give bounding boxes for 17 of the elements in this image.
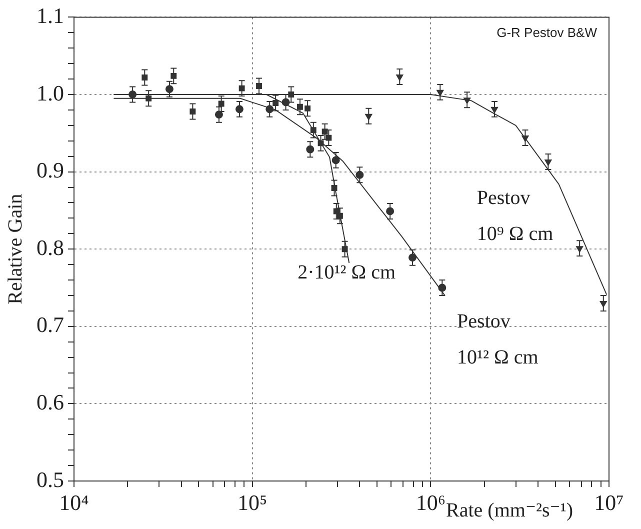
x-tick-label: 10⁶ bbox=[416, 490, 446, 515]
x-tick-label: 10⁴ bbox=[59, 490, 90, 515]
x-tick-label: 10⁵ bbox=[237, 490, 268, 515]
annotation: 2·10¹² Ω cm bbox=[298, 261, 396, 284]
y-tick-label: 1.1 bbox=[36, 2, 64, 28]
y-axis-title: Relative Gain bbox=[4, 194, 26, 304]
annotation: Pestov 10¹² Ω cm bbox=[457, 310, 539, 368]
y-tick-label: 0.5 bbox=[36, 466, 64, 492]
x-tick-label: 10⁷ bbox=[594, 490, 624, 515]
annotation: G-R Pestov B&W bbox=[496, 25, 598, 40]
y-tick-label: 0.8 bbox=[36, 234, 64, 260]
y-tick-label: 0.9 bbox=[36, 158, 64, 183]
y-tick-label: 1.0 bbox=[36, 80, 64, 106]
x-axis-title: Rate (mm⁻²s⁻¹) bbox=[446, 499, 573, 522]
y-tick-label: 0.7 bbox=[36, 312, 64, 338]
y-tick-label: 0.6 bbox=[36, 389, 64, 414]
annotation: Pestov 10⁹ Ω cm bbox=[476, 187, 554, 246]
